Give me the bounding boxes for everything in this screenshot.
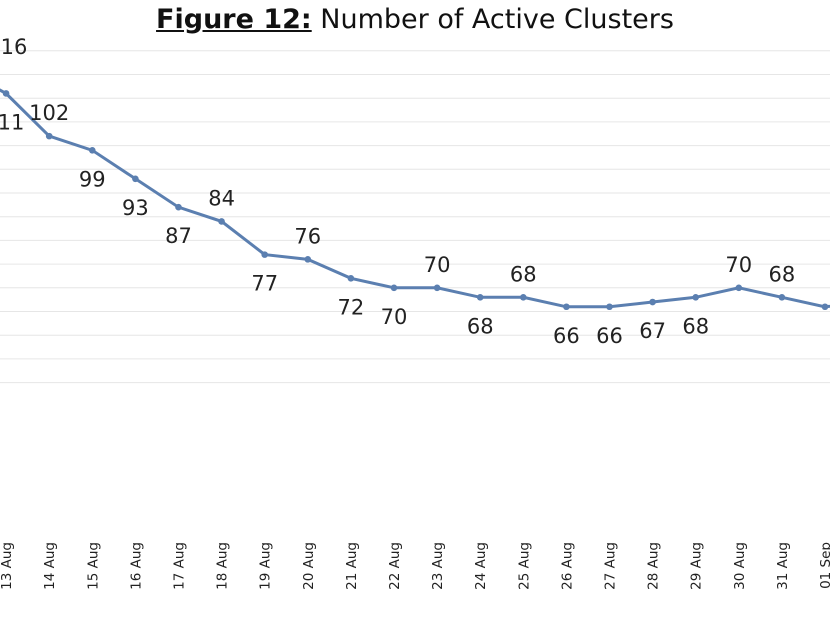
data-label: 93 — [122, 196, 149, 220]
data-label: 72 — [338, 295, 365, 319]
data-point — [261, 251, 269, 258]
x-tick-label: 13 Aug — [0, 542, 15, 590]
data-label: 76 — [294, 224, 321, 248]
x-tick-label: 16 Aug — [128, 542, 144, 590]
data-label: 68 — [682, 314, 709, 338]
data-label: 68 — [769, 262, 796, 286]
x-tick-label: 27 Aug — [603, 542, 619, 590]
data-point — [2, 90, 10, 97]
data-point — [821, 303, 829, 311]
data-point — [175, 203, 182, 211]
chart-title: Figure 12: Number of Active Clusters — [0, 4, 830, 35]
x-tick-label: 28 Aug — [646, 542, 662, 590]
data-point — [476, 293, 484, 301]
x-tick-label: 14 Aug — [42, 542, 58, 590]
figure-caption: Number of Active Clusters — [311, 4, 674, 35]
data-point — [304, 256, 312, 263]
x-tick-label: 25 Aug — [516, 542, 532, 590]
data-label: 68 — [467, 314, 494, 338]
data-point — [735, 284, 743, 292]
data-point — [347, 275, 355, 282]
x-tick-label: 19 Aug — [258, 542, 274, 590]
data-label: 84 — [208, 186, 235, 210]
data-label: 66 — [596, 324, 623, 348]
data-label: 67 — [639, 319, 666, 343]
figure-number: Figure 12: — [156, 4, 312, 35]
data-label: 70 — [725, 253, 752, 277]
data-point — [563, 303, 570, 311]
data-point — [218, 218, 225, 225]
data-label: 70 — [381, 305, 408, 329]
data-points — [2, 90, 829, 311]
x-tick-label: 26 Aug — [559, 542, 575, 590]
data-label: 102 — [29, 101, 69, 125]
series-line — [0, 88, 830, 309]
x-tick-label: 21 Aug — [344, 542, 360, 590]
data-label: 77 — [251, 272, 278, 296]
x-tick-label: 20 Aug — [301, 542, 317, 590]
data-label: 68 — [510, 262, 537, 286]
x-tick-label: 18 Aug — [215, 542, 231, 590]
data-point — [433, 284, 441, 292]
data-point — [649, 298, 656, 306]
data-point — [132, 175, 139, 183]
data-label: 11 — [0, 110, 24, 134]
x-tick-label: 17 Aug — [172, 542, 188, 590]
x-tick-label: 23 Aug — [430, 542, 446, 590]
data-label: 66 — [553, 324, 580, 348]
data-point — [520, 293, 527, 301]
gridlines — [0, 50, 830, 384]
data-point — [45, 132, 53, 140]
x-tick-label: 15 Aug — [85, 542, 101, 590]
data-point — [778, 293, 786, 301]
data-point — [692, 293, 699, 301]
x-tick-label: 24 Aug — [473, 542, 489, 590]
x-tick-label: 31 Aug — [775, 542, 791, 590]
x-tick-label: 29 Aug — [689, 542, 705, 590]
data-label: 16 — [1, 35, 28, 59]
data-labels: 16 11 102 99 93 87 84 77 76 72 70 70 68 68 66 66 67 68 70 6… — [0, 35, 795, 348]
data-point — [89, 147, 96, 154]
data-point — [606, 303, 613, 311]
data-label: 87 — [165, 224, 192, 248]
x-tick-label: 01 Sep — [818, 542, 830, 589]
data-label: 70 — [424, 253, 451, 277]
x-axis-tick-labels: 13 Aug 14 Aug 15 Aug 16 Aug 17 Aug 18 Aug 19 A… — [0, 542, 830, 590]
x-tick-label: 22 Aug — [387, 542, 403, 590]
x-tick-label: 30 Aug — [732, 542, 748, 590]
data-point — [390, 284, 398, 292]
data-label: 99 — [79, 167, 106, 191]
